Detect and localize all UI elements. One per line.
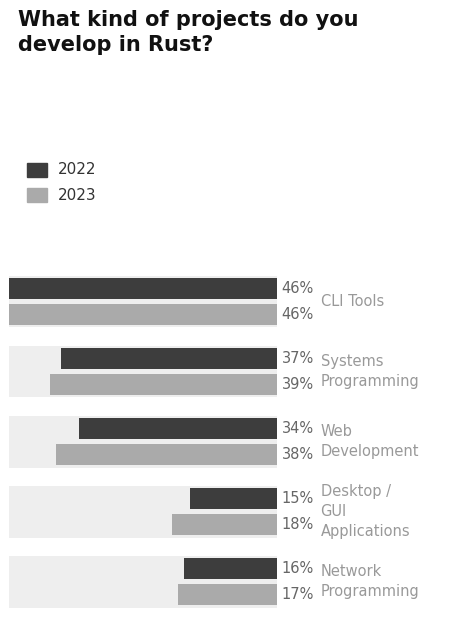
- Text: Desktop /
GUI
Applications: Desktop / GUI Applications: [321, 484, 410, 539]
- Bar: [79, 418, 277, 439]
- Bar: [9, 486, 277, 538]
- Text: What kind of projects do you
develop in Rust?: What kind of projects do you develop in …: [18, 10, 358, 55]
- Text: 17%: 17%: [282, 588, 314, 602]
- Bar: [9, 556, 277, 607]
- Text: 46%: 46%: [282, 281, 314, 296]
- Text: 2022: 2022: [58, 162, 97, 177]
- Bar: [9, 305, 277, 325]
- Text: 34%: 34%: [282, 420, 314, 436]
- Text: 38%: 38%: [282, 447, 314, 463]
- Text: CLI Tools: CLI Tools: [321, 294, 384, 309]
- Text: Web
Development: Web Development: [321, 424, 419, 459]
- Text: 18%: 18%: [282, 518, 314, 532]
- Text: Systems
Programming: Systems Programming: [321, 354, 419, 389]
- Text: Network
Programming: Network Programming: [321, 564, 419, 599]
- Bar: [56, 444, 277, 465]
- Text: 46%: 46%: [282, 307, 314, 323]
- Bar: [9, 278, 277, 299]
- Bar: [184, 558, 277, 579]
- Bar: [50, 374, 277, 396]
- Text: 37%: 37%: [282, 351, 314, 365]
- Text: 16%: 16%: [282, 561, 314, 576]
- Bar: [9, 416, 277, 467]
- Bar: [189, 488, 277, 509]
- Bar: [172, 515, 277, 536]
- Bar: [178, 584, 277, 605]
- Bar: [9, 276, 277, 328]
- Text: 15%: 15%: [282, 491, 314, 506]
- Text: 2023: 2023: [58, 188, 97, 203]
- Bar: [9, 346, 277, 397]
- Text: 39%: 39%: [282, 378, 314, 392]
- Bar: [62, 348, 277, 369]
